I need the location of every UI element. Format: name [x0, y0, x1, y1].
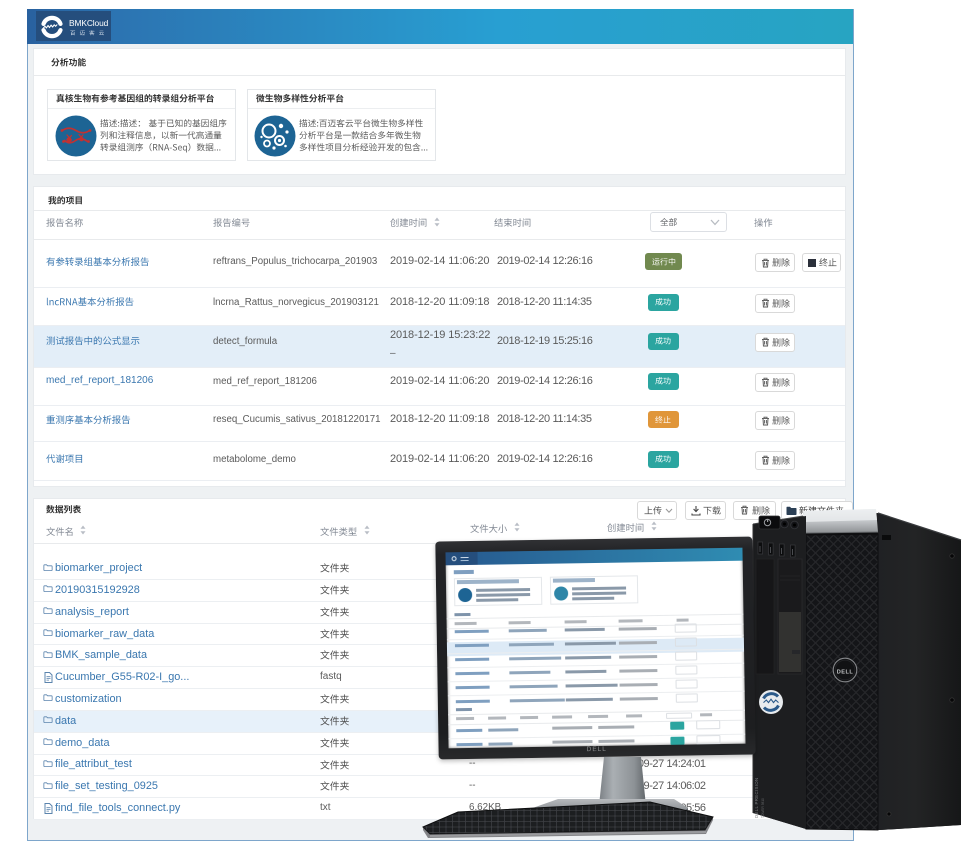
svg-text:TOWER 5810: TOWER 5810 — [761, 798, 765, 818]
svg-text:DELL: DELL — [837, 670, 854, 676]
svg-text:DELL PRECISION: DELL PRECISION — [754, 778, 759, 818]
